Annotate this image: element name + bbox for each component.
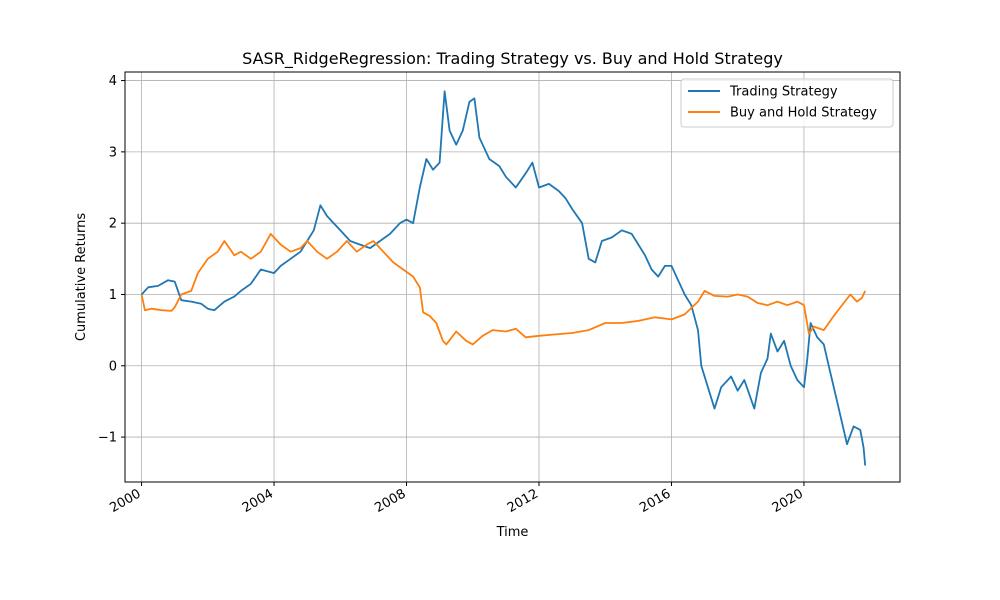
plot-frame bbox=[124, 71, 901, 483]
y-axis-title: Cumulative Returns bbox=[74, 213, 89, 341]
y-tick-label: 0 bbox=[109, 359, 117, 374]
series-line-trading-strategy bbox=[140, 90, 867, 466]
y-tick-label: 1 bbox=[109, 288, 117, 303]
grid-layer bbox=[125, 72, 900, 482]
legend-box bbox=[680, 78, 894, 128]
series-layer bbox=[140, 90, 867, 466]
x-axis-title: Time bbox=[496, 525, 529, 540]
y-tick-label: −1 bbox=[98, 431, 117, 446]
y-tick-label: 3 bbox=[109, 145, 117, 160]
chart-title: SASR_RidgeRegression: Trading Strategy v… bbox=[242, 49, 783, 69]
series-line-buy-and-hold-strategy bbox=[140, 232, 867, 346]
legend-label-trading-strategy: Trading Strategy bbox=[729, 85, 838, 100]
legend-label-buy-and-hold-strategy: Buy and Hold Strategy bbox=[730, 106, 877, 121]
y-tick-label: 2 bbox=[109, 217, 117, 232]
legend: Trading Strategy Buy and Hold Strategy bbox=[680, 78, 894, 128]
y-tick-label: 4 bbox=[109, 74, 117, 89]
